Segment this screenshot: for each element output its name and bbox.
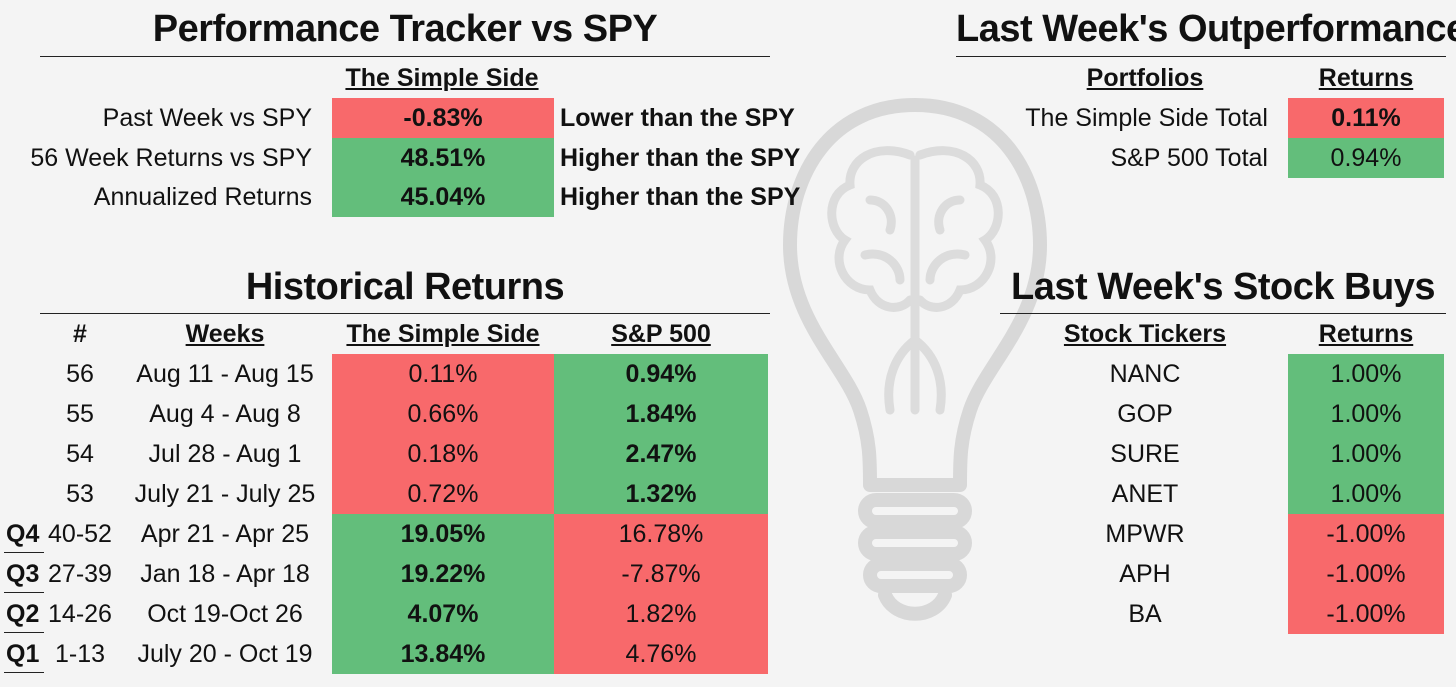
stock-return: 1.00% — [1288, 354, 1444, 394]
historical-simple: 0.66% — [332, 394, 554, 434]
historical-header-weeks: Weeks — [185, 320, 265, 348]
stock-ticker: SURE — [1110, 440, 1180, 468]
tracker-title: Performance Tracker vs SPY — [152, 8, 658, 50]
historical-sp: 4.76% — [554, 634, 768, 674]
historical-weeks: Aug 4 - Aug 8 — [149, 400, 301, 428]
historical-sp: 16.78% — [554, 514, 768, 554]
historical-simple: 19.22% — [332, 554, 554, 594]
historical-simple: 4.07% — [332, 594, 554, 634]
historical-num: 40-52 — [48, 520, 112, 548]
outperformance-portfolio: S&P 500 Total — [1110, 144, 1268, 172]
historical-weeks: July 20 - Oct 19 — [137, 640, 313, 668]
historical-quarter: Q3 — [6, 560, 40, 588]
stock-buys-title-rule — [1000, 313, 1446, 314]
historical-weeks: Aug 11 - Aug 15 — [136, 360, 314, 388]
outperformance-title-rule — [956, 56, 1446, 57]
tracker-row-value: -0.83% — [332, 98, 554, 138]
historical-sp: 1.32% — [554, 474, 768, 514]
historical-num: 53 — [66, 480, 94, 508]
stock-ticker: BA — [1128, 600, 1162, 628]
historical-quarter: Q4 — [6, 520, 40, 548]
historical-num: 14-26 — [48, 600, 112, 628]
stock-ticker: APH — [1119, 560, 1171, 588]
historical-sp: -7.87% — [554, 554, 768, 594]
historical-num: 56 — [66, 360, 94, 388]
stock-return: -1.00% — [1288, 594, 1444, 634]
quarter-underline — [4, 672, 44, 673]
outperformance-header-returns: Returns — [1318, 64, 1414, 92]
outperformance-return: 0.94% — [1288, 138, 1444, 178]
historical-simple: 0.18% — [332, 434, 554, 474]
historical-num: 27-39 — [48, 560, 112, 588]
historical-sp: 1.82% — [554, 594, 768, 634]
historical-sp: 0.94% — [554, 354, 768, 394]
outperformance-header-portfolios: Portfolios — [1086, 64, 1204, 92]
historical-header-sp: S&P 500 — [611, 320, 711, 348]
historical-weeks: Jan 18 - Apr 18 — [140, 560, 310, 588]
historical-weeks: July 21 - July 25 — [134, 480, 316, 508]
stock-buys-title: Last Week's Stock Buys — [1011, 266, 1435, 308]
stock-buys-header-tickers: Stock Tickers — [1063, 320, 1227, 348]
historical-simple: 0.72% — [332, 474, 554, 514]
historical-title: Historical Returns — [245, 266, 565, 308]
stock-ticker: ANET — [1111, 480, 1179, 508]
stock-return: 1.00% — [1288, 474, 1444, 514]
quarter-underline — [4, 632, 44, 633]
historical-header-num: # — [73, 320, 87, 348]
tracker-row-label: Annualized Returns — [93, 183, 312, 211]
historical-title-rule — [40, 313, 770, 314]
tracker-title-rule — [40, 56, 770, 57]
lightbulb-brain-icon — [783, 98, 1047, 621]
historical-sp: 2.47% — [554, 434, 768, 474]
historical-header-simple: The Simple Side — [346, 320, 540, 348]
historical-weeks: Jul 28 - Aug 1 — [148, 440, 302, 468]
tracker-row-value: 48.51% — [332, 138, 554, 178]
historical-quarter: Q2 — [6, 600, 40, 628]
stock-return: -1.00% — [1288, 514, 1444, 554]
outperformance-return: 0.11% — [1288, 98, 1444, 138]
historical-quarter: Q1 — [6, 640, 40, 668]
tracker-row-value: 45.04% — [332, 177, 554, 217]
tracker-row-note: Higher than the SPY — [560, 144, 801, 172]
outperformance-title: Last Week's Outperformance — [956, 8, 1456, 50]
stock-return: -1.00% — [1288, 554, 1444, 594]
tracker-row-label: 56 Week Returns vs SPY — [30, 144, 312, 172]
stock-buys-header-returns: Returns — [1318, 320, 1414, 348]
historical-num: 1-13 — [54, 640, 106, 668]
tracker-row-note: Higher than the SPY — [560, 183, 801, 211]
historical-weeks: Oct 19-Oct 26 — [147, 600, 303, 628]
historical-simple: 0.11% — [332, 354, 554, 394]
historical-sp: 1.84% — [554, 394, 768, 434]
historical-simple: 19.05% — [332, 514, 554, 554]
tracker-row-note: Lower than the SPY — [560, 104, 795, 132]
stock-ticker: GOP — [1117, 400, 1173, 428]
stock-ticker: MPWR — [1105, 520, 1185, 548]
outperformance-portfolio: The Simple Side Total — [1025, 104, 1268, 132]
tracker-row-label: Past Week vs SPY — [102, 104, 312, 132]
stock-return: 1.00% — [1288, 434, 1444, 474]
quarter-underline — [4, 552, 44, 553]
stock-return: 1.00% — [1288, 394, 1444, 434]
historical-num: 55 — [66, 400, 94, 428]
historical-weeks: Apr 21 - Apr 25 — [140, 520, 310, 548]
historical-simple: 13.84% — [332, 634, 554, 674]
historical-num: 54 — [66, 440, 94, 468]
tracker-column-header: The Simple Side — [345, 64, 539, 92]
stock-ticker: NANC — [1109, 360, 1181, 388]
quarter-underline — [4, 592, 44, 593]
